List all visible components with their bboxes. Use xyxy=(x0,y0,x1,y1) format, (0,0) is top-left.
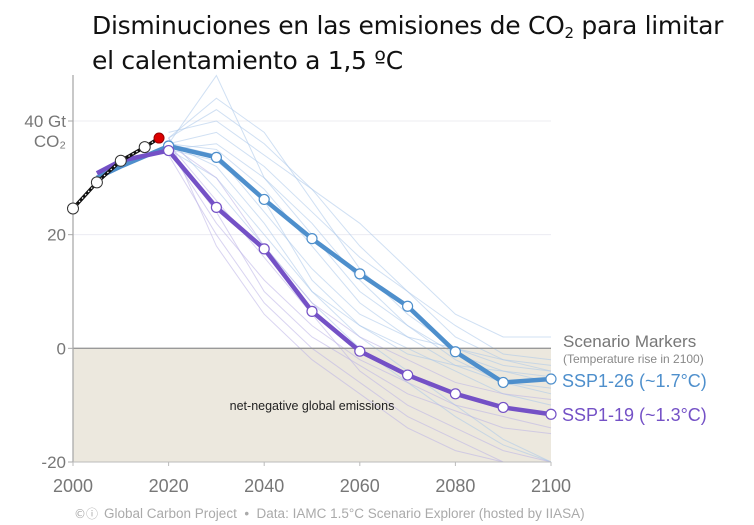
historical-point xyxy=(67,202,79,215)
series-point-ssp1-19 xyxy=(402,369,414,381)
series-point-ssp1-26 xyxy=(354,268,366,280)
legend-subtitle: (Temperature rise in 2100) xyxy=(563,352,704,366)
series-point-ssp1-26 xyxy=(306,233,318,245)
background-scenario-line xyxy=(168,148,552,378)
series-point-ssp1-19 xyxy=(258,243,270,255)
x-tick-label: 2040 xyxy=(244,476,284,496)
y-tick-label: -20 xyxy=(41,453,66,472)
legend-label-ssp1-19: SSP1-19 (~1.3°C) xyxy=(562,405,707,425)
chart-labels: net-negative global emissions Scenario M… xyxy=(74,332,707,521)
series-point-ssp1-19 xyxy=(306,305,318,317)
x-tick-label: 2060 xyxy=(340,476,380,496)
y-tick-label: 0 xyxy=(57,339,66,358)
title-rest-text: para limitar el calentamiento a 1,5 ºC xyxy=(92,11,724,75)
background-scenario-line xyxy=(168,131,552,361)
series-point-ssp1-26 xyxy=(497,376,509,389)
y-tick-label: 20 xyxy=(47,226,66,245)
footer-credit: Global Carbon Project • Data: IAMC 1.5°C… xyxy=(104,506,585,521)
footer: ©ⓘ Global Carbon Project • Data: IAMC 1.… xyxy=(74,506,585,521)
series-point-ssp1-19 xyxy=(497,401,509,414)
background-scenario-line xyxy=(168,149,552,429)
x-tick-label: 2080 xyxy=(435,476,475,496)
series-line-ssp1-26 xyxy=(95,143,552,385)
background-scenario-line xyxy=(168,143,552,389)
x-tick-label: 2000 xyxy=(53,476,93,496)
background-scenario-line xyxy=(168,137,551,463)
cc-license-icon: ©ⓘ xyxy=(74,507,98,521)
historical-series xyxy=(67,132,165,215)
background-scenario-line xyxy=(168,143,552,400)
chart-title: Disminuciones en las emisiones de CO2 pa… xyxy=(92,8,732,78)
series-point-ssp1-26 xyxy=(258,193,270,206)
series-point-ssp1-19 xyxy=(449,388,461,400)
series-point-ssp1-26 xyxy=(449,346,461,358)
title-main-text: Disminuciones en las emisiones de CO xyxy=(92,11,565,40)
series-point-ssp1-19 xyxy=(163,144,175,157)
series-point-ssp1-26 xyxy=(402,300,414,312)
x-tick-label: 2100 xyxy=(531,476,571,496)
y-tick-label: 40 Gt xyxy=(24,112,66,131)
background-scenario-line xyxy=(168,154,551,463)
x-tick-label: 2020 xyxy=(149,476,189,496)
historical-point xyxy=(114,154,127,167)
gridlines xyxy=(73,120,551,236)
series-point-ssp1-19 xyxy=(210,201,222,213)
legend-title: Scenario Markers xyxy=(563,332,696,351)
historical-latest-point xyxy=(153,132,165,144)
series-point-ssp1-26 xyxy=(545,373,557,385)
series-point-ssp1-19 xyxy=(354,345,366,357)
series-point-ssp1-19 xyxy=(545,408,557,420)
background-scenario-line xyxy=(168,120,551,338)
background-scenario-line xyxy=(168,109,552,372)
legend-label-ssp1-26: SSP1-26 (~1.7°C) xyxy=(562,371,707,391)
historical-point xyxy=(90,176,103,189)
shaded-region-label: net-negative global emissions xyxy=(230,399,395,413)
scenario-marker-series xyxy=(95,140,557,420)
y-unit-label: CO₂ xyxy=(34,132,66,151)
historical-point xyxy=(138,141,151,154)
title-subscript: 2 xyxy=(564,24,574,42)
series-point-ssp1-26 xyxy=(210,151,222,163)
background-scenario-line xyxy=(168,149,552,435)
